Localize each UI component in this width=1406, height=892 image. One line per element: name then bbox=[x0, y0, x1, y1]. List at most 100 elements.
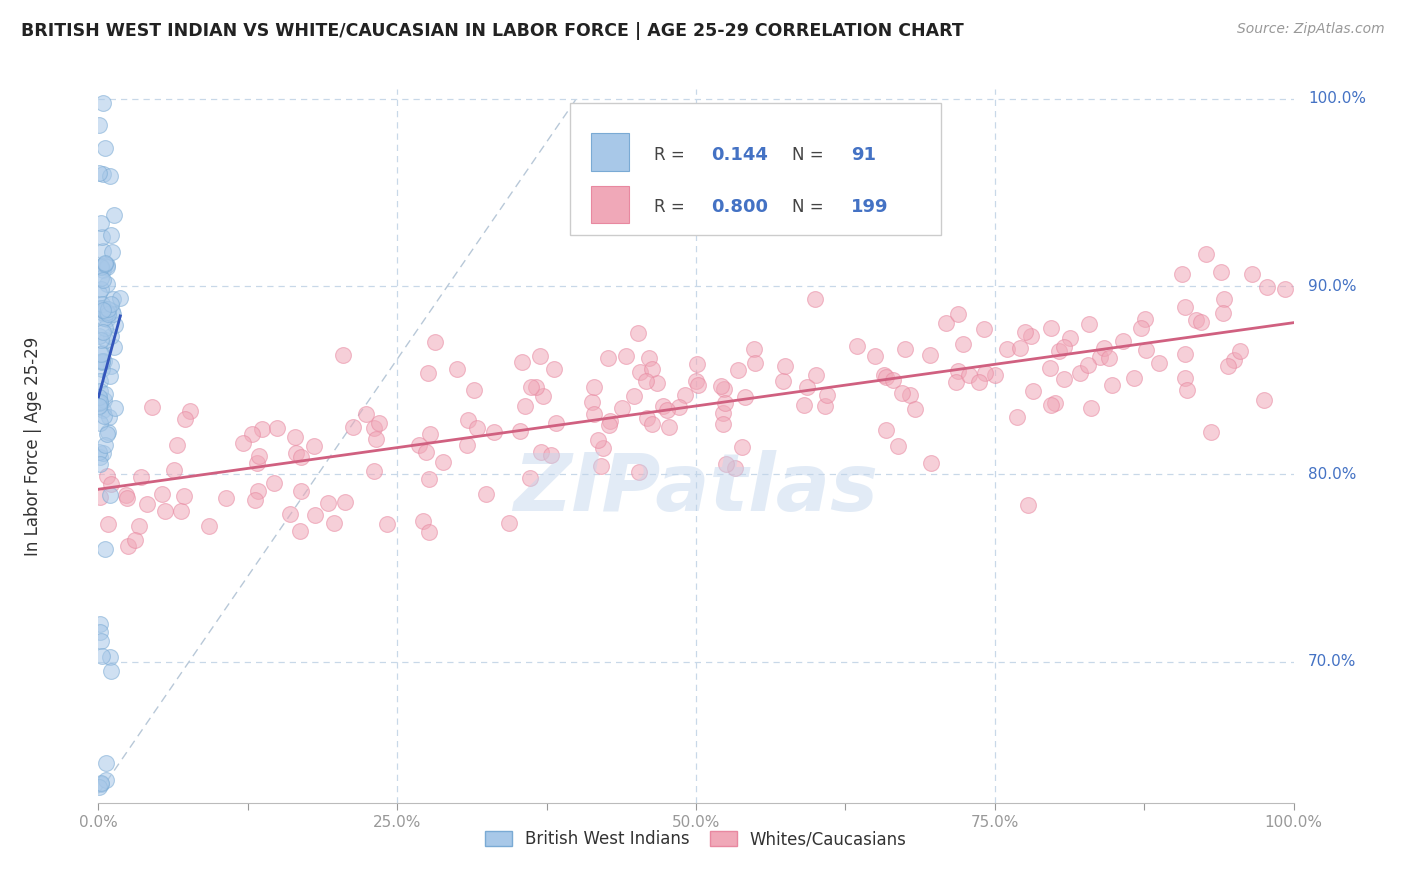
Point bbox=[713, 383, 735, 397]
Point bbox=[87, 118, 110, 132]
Point bbox=[290, 484, 312, 499]
Point bbox=[1174, 370, 1197, 384]
Point bbox=[91, 302, 114, 317]
Point bbox=[97, 516, 120, 531]
Bar bbox=[591, 186, 628, 223]
Point bbox=[920, 456, 942, 470]
Point bbox=[90, 333, 112, 347]
Point bbox=[891, 385, 914, 400]
Point bbox=[91, 346, 114, 360]
Point bbox=[519, 471, 541, 485]
Point bbox=[1213, 292, 1236, 306]
Point bbox=[103, 340, 125, 354]
Point bbox=[775, 359, 797, 374]
Point bbox=[87, 444, 110, 458]
Point bbox=[1130, 320, 1153, 334]
Point bbox=[641, 362, 664, 376]
Point bbox=[957, 368, 980, 382]
Point bbox=[973, 322, 995, 336]
Point bbox=[510, 355, 533, 369]
Point bbox=[89, 166, 111, 180]
Point bbox=[354, 408, 377, 422]
Point bbox=[94, 438, 117, 452]
Point bbox=[263, 476, 285, 491]
Point bbox=[772, 374, 794, 388]
Text: BRITISH WEST INDIAN VS WHITE/CAUCASIAN IN LABOR FORCE | AGE 25-29 CORRELATION CH: BRITISH WEST INDIAN VS WHITE/CAUCASIAN I… bbox=[21, 22, 965, 40]
Point bbox=[93, 310, 115, 325]
Point bbox=[845, 339, 868, 353]
Point bbox=[815, 388, 838, 402]
Point bbox=[946, 364, 969, 378]
Point bbox=[673, 388, 696, 402]
Point bbox=[519, 379, 541, 393]
Point bbox=[903, 401, 925, 416]
Point bbox=[166, 438, 188, 452]
Text: N =: N = bbox=[792, 198, 828, 216]
Point bbox=[342, 419, 364, 434]
Point bbox=[96, 305, 118, 319]
Point bbox=[87, 780, 110, 794]
Point bbox=[93, 409, 115, 423]
Point bbox=[197, 518, 219, 533]
Point bbox=[1047, 344, 1070, 359]
Point bbox=[363, 465, 385, 479]
Point bbox=[1039, 398, 1062, 412]
Point bbox=[250, 421, 273, 435]
Point bbox=[89, 624, 111, 639]
Point bbox=[232, 436, 254, 450]
Legend: British West Indians, Whites/Caucasians: British West Indians, Whites/Caucasians bbox=[478, 824, 914, 855]
Text: ZIPatlas: ZIPatlas bbox=[513, 450, 879, 528]
Point bbox=[412, 514, 434, 528]
Point bbox=[1014, 326, 1036, 340]
Point bbox=[136, 497, 159, 511]
Point bbox=[284, 430, 307, 444]
Point bbox=[94, 141, 117, 155]
Point bbox=[89, 329, 111, 343]
Point bbox=[898, 388, 921, 402]
Point bbox=[873, 368, 896, 382]
Point bbox=[484, 425, 506, 440]
Point bbox=[94, 257, 117, 271]
Point bbox=[89, 394, 111, 409]
Point bbox=[887, 439, 910, 453]
Text: In Labor Force | Age 25-29: In Labor Force | Age 25-29 bbox=[24, 336, 42, 556]
Text: 80.0%: 80.0% bbox=[1308, 467, 1357, 482]
Point bbox=[724, 460, 747, 475]
Point bbox=[804, 368, 827, 382]
Point bbox=[457, 412, 479, 426]
Point bbox=[1077, 358, 1099, 372]
Point bbox=[98, 650, 121, 665]
Point bbox=[302, 439, 325, 453]
Text: 100.0%: 100.0% bbox=[1308, 91, 1365, 106]
Point bbox=[266, 420, 288, 434]
Point bbox=[129, 470, 152, 484]
Point bbox=[742, 342, 765, 356]
Point bbox=[100, 477, 122, 491]
Point bbox=[415, 445, 437, 459]
Point bbox=[91, 362, 114, 376]
Point bbox=[1092, 342, 1115, 356]
Point bbox=[96, 468, 118, 483]
Text: R =: R = bbox=[654, 198, 690, 216]
Point bbox=[288, 524, 311, 538]
Point bbox=[100, 228, 122, 243]
Point bbox=[796, 380, 818, 394]
Point bbox=[969, 376, 991, 390]
Point bbox=[368, 416, 391, 430]
Point bbox=[1039, 361, 1062, 376]
Point bbox=[1019, 329, 1042, 343]
Point bbox=[332, 348, 354, 362]
Point bbox=[589, 458, 612, 473]
Point bbox=[90, 229, 112, 244]
Point bbox=[90, 776, 112, 790]
Point bbox=[100, 304, 122, 318]
Point bbox=[1133, 312, 1156, 326]
Point bbox=[651, 399, 673, 413]
Point bbox=[246, 456, 269, 470]
Point bbox=[90, 282, 112, 296]
Point bbox=[592, 441, 614, 455]
Point bbox=[446, 362, 468, 376]
Point bbox=[524, 380, 547, 394]
Point bbox=[304, 508, 326, 523]
Point bbox=[101, 307, 124, 321]
